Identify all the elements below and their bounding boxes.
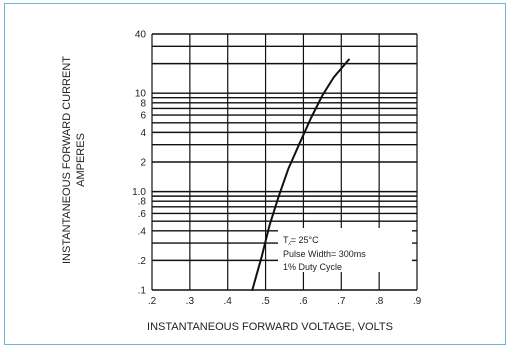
y-tick-label: 4 bbox=[140, 128, 146, 139]
y-tick-label: 40 bbox=[135, 30, 147, 41]
y-tick-label: .4 bbox=[138, 226, 147, 237]
y-tick-label: 8 bbox=[140, 98, 146, 109]
y-tick-label: .2 bbox=[138, 256, 147, 267]
y-axis-title-line-2: AMPERES bbox=[75, 133, 87, 187]
x-tick-label: .6 bbox=[299, 296, 308, 307]
x-tick-label: .7 bbox=[337, 296, 346, 307]
annotation-duty-cycle: 1% Duty Cycle bbox=[283, 262, 342, 272]
x-tick-label: .4 bbox=[224, 296, 233, 307]
x-tick-label: .9 bbox=[413, 296, 422, 307]
y-tick-label: 1.0 bbox=[132, 187, 146, 198]
y-tick-label: .8 bbox=[138, 197, 147, 208]
y-tick-label: .6 bbox=[138, 209, 147, 220]
x-axis-title: INSTANTANEOUS FORWARD VOLTAGE, VOLTS bbox=[147, 321, 393, 333]
y-tick-label: .1 bbox=[138, 286, 147, 297]
x-tick-label: .3 bbox=[186, 296, 195, 307]
x-tick-label: .2 bbox=[148, 296, 157, 307]
grid-layer bbox=[151, 33, 418, 291]
annotation-temperature: T⁁= 25°C bbox=[283, 235, 319, 246]
chart-frame bbox=[4, 3, 506, 345]
forward-current-curve bbox=[251, 58, 350, 291]
y-tick-label: 6 bbox=[140, 111, 146, 122]
annotation-pulse-width: Pulse Width= 300ms bbox=[283, 249, 366, 259]
y-tick-label: 10 bbox=[135, 89, 147, 100]
annotation-background bbox=[278, 228, 412, 272]
x-tick-label: .8 bbox=[375, 296, 384, 307]
curve-layer bbox=[251, 58, 350, 291]
annotation-box: T⁁= 25°C Pulse Width= 300ms 1% Duty Cycl… bbox=[278, 228, 412, 272]
x-tick-label: .5 bbox=[261, 296, 270, 307]
y-tick-label: 2 bbox=[140, 158, 146, 169]
y-axis-title-line-1: INSTANTANEOUS FORWARD CURRENT bbox=[61, 56, 73, 264]
